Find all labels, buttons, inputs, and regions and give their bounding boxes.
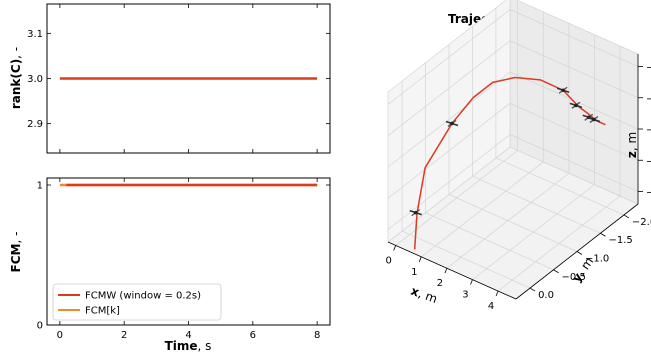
y-tick-mark [623,214,630,219]
x-tick-mark [444,268,448,274]
x-tick-mark [470,279,473,285]
y-tick-mark [553,269,559,274]
grid-line [495,157,625,216]
legend-box [52,283,222,321]
drone-marker [409,209,422,217]
x-tick-label: 8 [314,330,320,341]
y-tick-label: 2.9 [27,119,43,130]
grid-line [387,71,511,168]
z-tick-label: −1.5 [646,125,651,136]
x-tick-label: 2 [437,278,443,289]
y-tick-label: 3.0 [27,74,43,85]
z-axis-label: z, m [625,132,639,158]
grid-line [387,102,511,199]
y-tick-label: −0.5 [562,272,586,283]
grid-line [387,134,511,230]
legend-label-fcmk: FCM[k] [85,306,120,317]
time-x-label: Time, s [165,339,212,353]
drone-marker [587,115,601,124]
x-axis-line [387,241,517,300]
x-tick-label: 0 [57,330,63,341]
y-tick-label: 3.1 [27,29,43,40]
z-tick-label: −1.0 [646,156,651,167]
x-tick-label: 0 [385,255,391,266]
z-tick-label: −0.5 [646,188,651,199]
x-tick-label: 4 [185,330,191,341]
grid-line [509,9,639,67]
grid-line [401,230,531,289]
grid-line [425,212,554,271]
y-tick-mark [576,251,583,255]
y-tick-label: 0.0 [538,290,554,301]
rank-plot: 2.9 3.0 3.1 rank(C), - [9,3,331,154]
x-tick-label: 2 [121,330,127,341]
fcm-y-label: FCM, - [9,232,23,273]
grid-line [387,9,511,105]
grid-line [509,102,639,161]
grid-line [509,134,639,192]
fcm-legend: FCMW (window = 0.2s) FCM[k] [52,283,222,321]
x-tick-label: 1 [411,267,417,278]
grid-line [387,40,511,137]
x-tick-mark [418,256,422,262]
grid-line [448,194,578,252]
x-tick-label: 3 [462,290,468,301]
x-tick-label: 4 [488,301,494,312]
drone-marker [445,119,459,128]
fcm-plot: 0 2 4 6 8 0 1 FCM, - Time, s FCMW (window = 0.… [9,177,331,353]
x-tick-mark [495,290,499,297]
z-tick-label: −2.0 [646,94,651,105]
x-axis-label: x, m [409,284,439,306]
trajectory-plot: Trajectory 012340.0−0.5−1.0−1.5−2.0−0.5−… [385,0,651,312]
y-tick-label: 1 [37,181,43,192]
z-tick-label: −2.5 [646,63,651,74]
y-tick-mark [529,287,536,292]
drone-marker [569,101,583,109]
rank-y-label: rank(C), - [9,47,23,109]
y-tick-label: −1.0 [585,254,609,265]
y-tick-label: 0 [37,321,43,332]
grid-line [509,71,639,130]
grid-line [472,175,601,234]
y-tick-label: −2.0 [632,217,651,228]
x-tick-label: 6 [250,330,256,341]
legend-label-fcmw: FCMW (window = 0.2s) [85,291,201,302]
drone-marker [556,86,570,94]
x-tick-mark [393,245,397,251]
y-tick-mark [600,232,606,237]
y-tick-label: −1.5 [608,235,632,246]
grid-line [509,40,639,99]
